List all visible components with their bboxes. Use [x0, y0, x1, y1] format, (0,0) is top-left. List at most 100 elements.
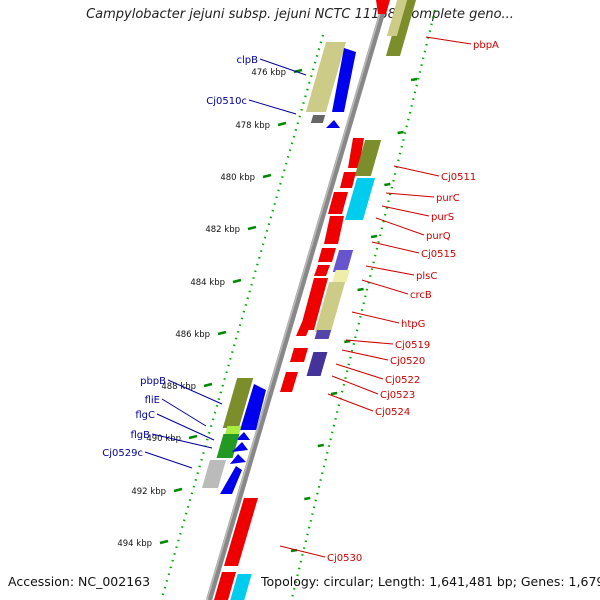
- forward-strand: [214, 0, 417, 600]
- gene-label-plsC: plsC: [416, 271, 437, 282]
- gene-flgC-green: [216, 434, 240, 458]
- tick-mark: [173, 487, 183, 493]
- tick-mark: [262, 173, 272, 179]
- leader-line: [425, 36, 472, 45]
- gene-purS-cyan: [344, 178, 376, 220]
- gene-label-pbpB: pbpB: [140, 376, 166, 387]
- tick-label: 480 kbp: [220, 173, 255, 183]
- leader-line: [393, 165, 440, 177]
- gene-label-htpG: htpG: [401, 319, 425, 330]
- gene-flgB: [230, 454, 246, 464]
- gene-Cj0523: [280, 372, 298, 392]
- tick-label: 490 kbp: [146, 434, 181, 444]
- tick-mark: [247, 225, 257, 231]
- gene-htpG: [300, 278, 328, 330]
- gene-clpB: [332, 48, 356, 112]
- summary-text: Topology: circular; Length: 1,641,481 bp…: [261, 574, 600, 589]
- leader-line: [167, 379, 223, 405]
- gene-plsC-purple: [332, 250, 354, 272]
- gene-bottom-red: [214, 572, 236, 600]
- leader-line: [375, 217, 425, 236]
- tick-mark-outer: [330, 391, 338, 396]
- gene-label-Cj0529c: Cj0529c: [102, 448, 143, 459]
- tick-mark-outer: [370, 234, 378, 239]
- leader-line: [345, 339, 394, 345]
- gene-label-Cj0524: Cj0524: [375, 407, 410, 418]
- gene-Cj0515: [324, 216, 344, 244]
- gene-label-fliE: fliE: [145, 395, 160, 406]
- leader-line: [144, 451, 193, 469]
- tick-mark-outer: [397, 130, 404, 135]
- tick-mark-outer: [344, 339, 351, 344]
- gene-label-Cj0515: Cj0515: [421, 249, 456, 260]
- gene-label-Cj0511: Cj0511: [441, 172, 476, 183]
- leader-line: [151, 433, 213, 449]
- gene-labels: pbpA Cj0511 purC purS purQ Cj0515 plsC crcB htpG…: [102, 36, 499, 564]
- gene-top-olive: [385, 0, 417, 56]
- gene-htpG-purple: [314, 330, 332, 339]
- gene-label-purC: purC: [436, 193, 460, 204]
- gene-label-Cj0520: Cj0520: [390, 356, 425, 367]
- backbone-highlight: [206, 0, 385, 600]
- gene-purC: [340, 172, 356, 188]
- gene-clpB-pale: [305, 42, 347, 112]
- leader-line: [381, 205, 430, 217]
- gene-label-Cj0530: Cj0530: [327, 553, 362, 564]
- leader-line: [327, 393, 374, 412]
- gene-Cj0530: [224, 498, 258, 566]
- tick-label: 486 kbp: [175, 330, 210, 340]
- gene-htpG-olive: [314, 282, 346, 332]
- gene-Cj0529c: [220, 466, 242, 494]
- gene-label-Cj0510c: Cj0510c: [206, 96, 247, 107]
- gene-Cj0520: [290, 348, 308, 362]
- tick-label: 484 kbp: [190, 278, 225, 288]
- accession-text: Accession: NC_002163: [8, 574, 151, 589]
- leader-line: [331, 375, 379, 395]
- tick-mark: [159, 539, 169, 545]
- leader-line: [259, 58, 307, 76]
- tick-mark: [217, 330, 227, 336]
- gene-pbpB: [240, 384, 266, 430]
- gene-label-Cj0523: Cj0523: [380, 390, 415, 401]
- gene-Cj0510c: [310, 115, 326, 123]
- gene-Cj0519: [296, 322, 312, 336]
- leader-line: [385, 192, 435, 198]
- gene-purQ: [328, 192, 348, 214]
- gene-pbpB-olive: [222, 378, 254, 428]
- gene-label-purQ: purQ: [426, 231, 451, 242]
- tick-mark-outer: [384, 182, 391, 187]
- leader-line: [341, 349, 389, 361]
- tick-label: 478 kbp: [235, 121, 270, 131]
- leader-line: [279, 545, 326, 558]
- gene-label-flgC: flgC: [135, 410, 155, 421]
- leader-line: [351, 311, 400, 324]
- leader-line: [248, 99, 297, 115]
- leader-line: [156, 413, 215, 441]
- gene-small1: [318, 248, 336, 262]
- tick-mark-outer: [304, 496, 311, 501]
- tick-mark: [188, 434, 198, 440]
- leader-line: [371, 241, 420, 254]
- tick-mark: [203, 382, 213, 388]
- gene-Cj0529c-pale: [201, 460, 227, 488]
- gene-fliE-lime: [224, 426, 242, 436]
- tick-mark: [232, 278, 242, 284]
- gene-crcB-pale: [332, 270, 350, 282]
- leader-line: [161, 398, 207, 427]
- gene-label-Cj0519: Cj0519: [395, 340, 430, 351]
- gene-bottom-cyan: [230, 574, 252, 600]
- leader-line: [365, 265, 415, 276]
- gene-Cj0511-olive: [354, 140, 382, 176]
- tick-label: 488 kbp: [161, 382, 196, 392]
- gene-flgC: [232, 442, 248, 452]
- leader-line: [361, 279, 409, 295]
- gene-top-pale: [386, 0, 408, 36]
- gene-small2: [314, 265, 330, 276]
- gene-Cj0510c-arrow: [326, 120, 340, 128]
- tick-mark: [277, 121, 287, 127]
- gene-fliE: [236, 432, 250, 440]
- tick-ring-outer: [290, 9, 437, 599]
- gene-label-Cj0522: Cj0522: [385, 375, 420, 386]
- tick-mark-outer: [410, 77, 418, 82]
